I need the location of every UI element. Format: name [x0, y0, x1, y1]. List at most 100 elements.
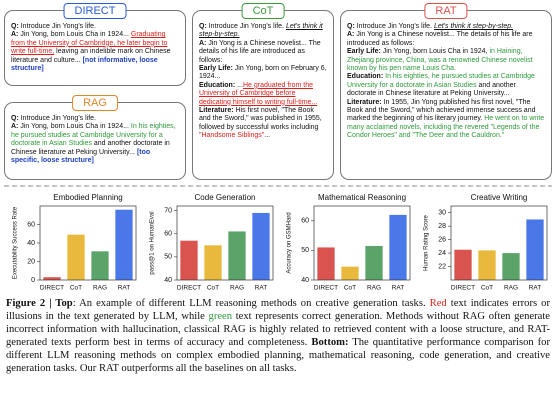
- text-run: A:: [11, 123, 19, 131]
- bar: [91, 251, 109, 280]
- text-run: Jin Yong, born on February 6, 1924...: [199, 65, 327, 81]
- text-run: Let's think it step-by-step.: [433, 23, 514, 30]
- y-tick-label: 70: [164, 207, 172, 214]
- bar: [389, 214, 407, 280]
- x-tick-label: DIRECT: [451, 285, 475, 292]
- text-run: Education:: [199, 81, 236, 89]
- bar: [180, 240, 198, 280]
- bar-chart: Mathematical Reasoning Accuracy on GSMHar…: [287, 193, 411, 292]
- x-tick-label: CoT: [70, 285, 82, 292]
- text-run: The quantitative performance comparison …: [6, 336, 550, 374]
- panel-title: DIRECT: [63, 3, 127, 19]
- text-run: ...: [235, 81, 243, 89]
- bar: [204, 245, 222, 280]
- y-tick-label: 0: [31, 277, 35, 284]
- y-axis-label: Human Rating Score: [424, 214, 430, 270]
- paragraph: Education: In his eighties, he pursued s…: [347, 73, 545, 98]
- y-tick-label: 26: [438, 236, 446, 243]
- x-tick-label: CoT: [344, 285, 356, 292]
- text-run: "Handsome Siblings": [199, 132, 265, 140]
- text-run: Let's think it step-by-step.: [199, 23, 323, 39]
- paragraph: Q: Introduce Jin Yong's life.: [11, 115, 179, 123]
- bar: [502, 253, 520, 280]
- text-run: A:: [11, 31, 19, 39]
- text-run: leaving an indelible mark on Chinese lit…: [11, 48, 171, 64]
- text-run: in Haining, Zhejiang province, China, wa…: [347, 48, 533, 73]
- bar: [454, 249, 472, 280]
- bar-chart: Creative Writing Human Rating Score 22 24 26…: [424, 193, 548, 292]
- y-tick-label: 28: [438, 223, 446, 230]
- paragraph: Q: Introduce Jin Yong's life. Let's thin…: [199, 23, 327, 40]
- y-axis-label: Accuracy on GSMHard: [287, 212, 293, 273]
- y-tick-label: 30: [438, 210, 446, 217]
- y-tick-label: 20: [27, 258, 35, 265]
- text-run: [too specific, loose structure]: [11, 148, 151, 165]
- text-run: In his eighties, he pursued studies at C…: [347, 73, 535, 89]
- text-run: In 1955, Jin Yong published his first no…: [347, 98, 536, 123]
- y-tick-label: 60: [27, 221, 35, 228]
- plot-frame: [39, 205, 137, 281]
- text-run: and another doctorate in Chinese literat…: [11, 140, 170, 156]
- text-run: His first novel, "The Book and the Sword…: [199, 107, 322, 131]
- paragraph: Literature: His first novel, "The Book a…: [199, 107, 327, 141]
- paragraph: A: Jin Yong is a Chinese novelist... The…: [199, 40, 327, 65]
- text-run: Q:: [199, 23, 207, 30]
- bar: [67, 234, 85, 280]
- y-tick-label: 40: [27, 240, 35, 247]
- y-tick-label: 50: [301, 247, 309, 254]
- chart-title: Creative Writing: [471, 193, 528, 202]
- text-run: Introduce Jin Yong's life.: [354, 23, 434, 30]
- x-tick-label: RAT: [529, 285, 542, 292]
- text-run: Figure 2 |: [6, 298, 56, 309]
- text-run: text represents correct generation. Meth…: [6, 310, 550, 348]
- bar: [526, 219, 544, 280]
- paragraph: Education: ...He graduated from the Univ…: [199, 82, 327, 107]
- x-tick-label: DIRECT: [314, 285, 338, 292]
- text-run: : An example of different LLM reasoning …: [72, 298, 430, 309]
- x-tick-label: RAG: [93, 285, 107, 292]
- text-run: Early Life:: [199, 65, 233, 73]
- paragraph: Early Life: Jin Yong, born Louis Cha in …: [347, 48, 545, 73]
- text-run: Literature:: [199, 107, 234, 115]
- x-tick-label: RAG: [504, 285, 518, 292]
- text-run: green: [208, 310, 233, 322]
- direct-panel: DIRECT Q: Introduce Jin Yong's life. A: Ji…: [4, 3, 186, 86]
- y-tick-label: 50: [164, 254, 172, 261]
- text-run: ...: [264, 132, 271, 140]
- text-run: Education:: [347, 73, 384, 81]
- bar: [317, 247, 335, 280]
- chart-title: Code Generation: [195, 193, 256, 202]
- y-axis-label: Executability Success Rate: [13, 206, 19, 279]
- bar-chart: Code Generation pass@1 on HumanEval 40 50 60…: [150, 193, 274, 292]
- text-run: and another doctorate in Chinese literat…: [347, 81, 516, 98]
- text-run: In his eighties, he pursued studies at C…: [11, 123, 176, 148]
- y-tick-label: 40: [301, 277, 309, 284]
- text-run: Jin Yong is a Chinese novelist... The de…: [199, 39, 321, 64]
- separator: [4, 185, 552, 187]
- rag-panel: RAG Q: Introduce Jin Yong's life. A: Jin Y…: [4, 95, 186, 180]
- x-tick-label: DIRECT: [40, 285, 64, 292]
- paragraph: Q: Introduce Jin Yong's life. Let's thin…: [347, 23, 545, 31]
- bar: [478, 250, 496, 280]
- text-run: A:: [199, 39, 207, 47]
- text-run: Early Life:: [347, 48, 381, 56]
- paragraph: Q: Introduce Jin Yong's life.: [11, 23, 179, 31]
- panel-title: CoT: [241, 3, 285, 19]
- text-run: Introduce Jin Yong's life.: [18, 23, 97, 30]
- paragraph: Literature: In 1955, Jin Yong published …: [347, 99, 545, 141]
- bar: [115, 209, 133, 280]
- paragraph: Early Life: Jin Yong, born on February 6…: [199, 65, 327, 82]
- rat-panel: RAT Q: Introduce Jin Yong's life. Let's t…: [340, 3, 552, 180]
- text-run: Literature:: [347, 98, 382, 106]
- bar-chart: Embodied Planning Executability Success R…: [13, 193, 137, 292]
- x-tick-label: RAT: [118, 285, 131, 292]
- text-run: He graduated from the University of Camb…: [199, 81, 318, 106]
- x-tick-label: RAG: [367, 285, 381, 292]
- paragraph: A: Jin Yong is a Chinese novelist... The…: [347, 31, 545, 48]
- text-run: [not informative, loose structure]: [11, 56, 158, 73]
- caption: Figure 2 | Top: An example of different …: [6, 298, 550, 375]
- chart-title: Mathematical Reasoning: [318, 193, 406, 202]
- y-tick-label: 40: [164, 277, 172, 284]
- y-axis-label: pass@1 on HumanEval: [150, 211, 156, 274]
- text-run: Bottom:: [311, 336, 349, 348]
